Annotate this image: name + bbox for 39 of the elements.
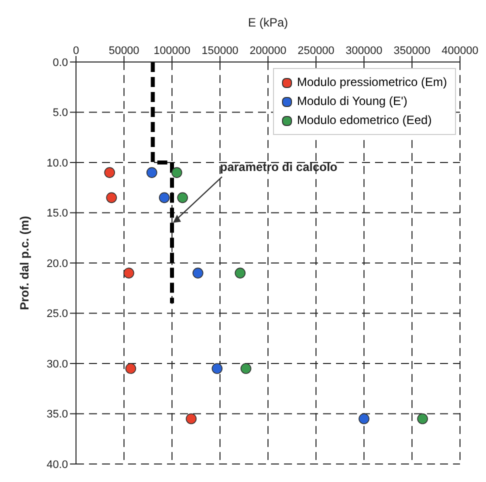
- x-tick-label: 250000: [298, 45, 334, 57]
- y-tick-label: 40.0: [46, 458, 68, 471]
- y-tick-label: 0.0: [52, 56, 68, 69]
- x-tick-label: 100000: [154, 45, 190, 57]
- point: [212, 363, 223, 374]
- point: [158, 192, 170, 204]
- x-tick-label: 400000: [442, 45, 478, 57]
- point: [186, 413, 197, 424]
- point: [123, 268, 134, 278]
- point: [146, 167, 158, 178]
- point: [358, 413, 370, 424]
- legend-label: Modulo pressiometrico (Em): [296, 74, 447, 91]
- x-tick-label: 50000: [108, 45, 140, 57]
- point: [192, 268, 204, 278]
- point: [106, 192, 117, 204]
- legend-label: Modulo edometrico (Eed): [296, 112, 432, 129]
- legend-label: Modulo di Young (E'): [296, 93, 408, 110]
- point: [177, 192, 188, 204]
- x-tick-label: 0: [72, 45, 80, 57]
- x-tick-label: 200000: [250, 45, 286, 57]
- annotation: parametro di calcolo: [220, 160, 338, 174]
- x-tick-label: 150000: [202, 45, 238, 57]
- y-axis-title: Prof. dal p.c. (m): [17, 216, 32, 310]
- point: [104, 167, 115, 178]
- y-tick-label: 35.0: [46, 408, 68, 421]
- x-axis-title: E (kPa): [248, 16, 288, 30]
- point: [171, 167, 182, 178]
- point: [417, 413, 428, 424]
- y-tick-label: 15.0: [46, 208, 68, 220]
- y-tick-label: 5.0: [52, 107, 68, 120]
- y-tick-label: 10.0: [46, 157, 68, 170]
- point: [234, 268, 246, 278]
- x-tick-label: 350000: [394, 45, 430, 57]
- point: [240, 363, 252, 374]
- y-tick-label: 25.0: [46, 308, 68, 320]
- y-tick-label: 30.0: [46, 358, 68, 370]
- point: [125, 363, 136, 374]
- x-tick-label: 300000: [346, 45, 382, 57]
- y-tick-label: 20.0: [46, 258, 68, 270]
